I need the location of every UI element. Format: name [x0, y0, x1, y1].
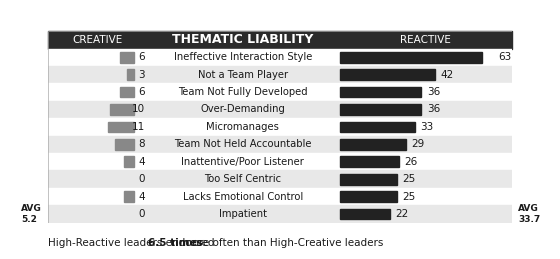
- Text: Micromanages: Micromanages: [207, 122, 279, 132]
- Text: 36: 36: [427, 104, 440, 114]
- Bar: [48, 66, 512, 83]
- Text: THEMATIC LIABILITY: THEMATIC LIABILITY: [172, 33, 314, 46]
- Bar: [48, 136, 512, 153]
- Bar: [48, 170, 512, 188]
- Text: CREATIVE: CREATIVE: [72, 35, 123, 45]
- Bar: [48, 48, 512, 66]
- Bar: [340, 87, 422, 97]
- Text: 33: 33: [420, 122, 433, 132]
- Bar: [124, 156, 134, 167]
- Text: 0: 0: [139, 174, 145, 184]
- Bar: [120, 87, 134, 97]
- Text: 6.5 times: 6.5 times: [148, 239, 203, 248]
- Text: AVG
33.7: AVG 33.7: [518, 204, 540, 224]
- Bar: [127, 69, 134, 80]
- Text: Ineffective Interaction Style: Ineffective Interaction Style: [174, 52, 312, 62]
- Text: 25: 25: [402, 192, 416, 202]
- Text: 63: 63: [498, 52, 511, 62]
- Text: 3: 3: [138, 70, 145, 80]
- Text: 11: 11: [132, 122, 145, 132]
- Text: Too Self Centric: Too Self Centric: [204, 174, 281, 184]
- Text: more often than High-Creative leaders: more often than High-Creative leaders: [179, 239, 384, 248]
- Text: Lacks Emotional Control: Lacks Emotional Control: [183, 192, 303, 202]
- Text: 29: 29: [411, 139, 424, 149]
- Bar: [340, 69, 435, 80]
- Bar: [48, 188, 512, 205]
- Bar: [110, 104, 134, 115]
- Text: 42: 42: [441, 70, 454, 80]
- Text: 36: 36: [427, 87, 440, 97]
- Bar: [340, 139, 405, 150]
- Bar: [340, 156, 399, 167]
- Text: 25: 25: [402, 174, 416, 184]
- Bar: [48, 205, 512, 223]
- Bar: [120, 52, 134, 63]
- Text: 4: 4: [138, 192, 145, 202]
- Bar: [48, 83, 512, 101]
- Text: REACTIVE: REACTIVE: [400, 35, 451, 45]
- Text: Over-Demanding: Over-Demanding: [200, 104, 285, 114]
- Bar: [48, 153, 512, 170]
- Text: High-Reactive leaders endorsed: High-Reactive leaders endorsed: [48, 239, 217, 248]
- Text: Inattentive/Poor Listener: Inattentive/Poor Listener: [181, 157, 304, 167]
- Bar: [340, 121, 415, 132]
- Bar: [340, 174, 396, 185]
- Bar: [124, 191, 134, 202]
- Bar: [48, 118, 512, 136]
- Text: 8: 8: [138, 139, 145, 149]
- Bar: [115, 139, 134, 150]
- Text: 0: 0: [139, 209, 145, 219]
- Text: Team Not Held Accountable: Team Not Held Accountable: [174, 139, 311, 149]
- Text: Team Not Fully Developed: Team Not Fully Developed: [178, 87, 307, 97]
- Text: Not a Team Player: Not a Team Player: [198, 70, 288, 80]
- Text: 6: 6: [138, 87, 145, 97]
- Bar: [48, 31, 512, 48]
- Bar: [340, 52, 482, 63]
- Text: 4: 4: [138, 157, 145, 167]
- Text: 22: 22: [395, 209, 409, 219]
- Text: 10: 10: [132, 104, 145, 114]
- Text: 26: 26: [404, 157, 418, 167]
- Text: Impatient: Impatient: [219, 209, 267, 219]
- Bar: [340, 104, 422, 115]
- Bar: [48, 101, 512, 118]
- Bar: [108, 121, 134, 132]
- Bar: [340, 191, 396, 202]
- Bar: [340, 209, 390, 219]
- Text: AVG
5.2: AVG 5.2: [21, 204, 42, 224]
- Text: 6: 6: [138, 52, 145, 62]
